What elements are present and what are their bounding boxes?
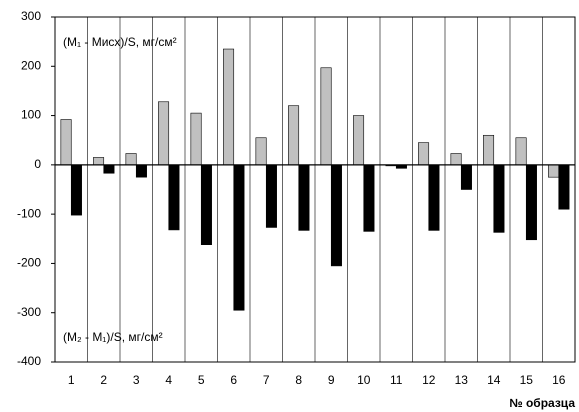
bar xyxy=(493,164,505,233)
bar xyxy=(460,164,472,190)
x-tick-label: 4 xyxy=(165,373,172,387)
bar xyxy=(450,153,462,166)
y-tick-label: -200 xyxy=(17,256,41,270)
y-tick-label: 200 xyxy=(21,58,41,72)
bar xyxy=(135,164,147,178)
x-tick-label: 14 xyxy=(487,373,501,387)
x-tick-label: 6 xyxy=(230,373,237,387)
bar xyxy=(125,153,137,166)
bar xyxy=(428,164,440,231)
bar xyxy=(288,105,300,166)
bar xyxy=(70,164,82,216)
bar xyxy=(353,115,365,166)
bar xyxy=(233,164,245,311)
bar xyxy=(548,164,560,178)
x-tick-label: 5 xyxy=(198,373,205,387)
bar xyxy=(93,157,105,166)
series-label: (M₂ - M₁)/S, мг/см² xyxy=(63,330,163,344)
bar xyxy=(103,164,115,174)
series-label: (M₁ - Mисх)/S, мг/см² xyxy=(63,35,177,49)
y-tick-label: -400 xyxy=(17,354,41,368)
y-tick-label: -300 xyxy=(17,305,41,319)
bar xyxy=(483,134,495,166)
bar xyxy=(320,67,332,166)
bar xyxy=(158,101,170,166)
bar xyxy=(190,112,202,166)
y-tick-label: 300 xyxy=(21,9,41,23)
x-tick-label: 16 xyxy=(552,373,566,387)
bar xyxy=(418,142,430,166)
x-tick-label: 13 xyxy=(455,373,469,387)
bar xyxy=(168,164,180,231)
x-tick-label: 11 xyxy=(390,373,403,387)
x-tick-label: 12 xyxy=(422,373,436,387)
bar xyxy=(558,164,570,210)
x-tick-label: 7 xyxy=(263,373,270,387)
x-tick-label: 10 xyxy=(357,373,371,387)
y-tick-label: 100 xyxy=(21,108,41,122)
plot-border xyxy=(54,16,576,363)
bar xyxy=(363,164,375,232)
bar xyxy=(298,164,310,231)
bar xyxy=(200,164,212,246)
bar xyxy=(265,164,277,228)
x-tick-label: 3 xyxy=(133,373,140,387)
x-axis-label: № образца xyxy=(509,396,575,410)
x-tick-label: 2 xyxy=(100,373,107,387)
x-tick-label: 9 xyxy=(328,373,335,387)
x-tick-label: 1 xyxy=(68,373,75,387)
bar xyxy=(330,164,342,267)
y-tick-label: -100 xyxy=(17,206,41,220)
bar xyxy=(60,119,72,166)
bar xyxy=(223,48,235,166)
x-tick-label: 15 xyxy=(520,373,534,387)
x-tick-label: 8 xyxy=(295,373,302,387)
y-tick-label: 0 xyxy=(34,157,41,171)
bar xyxy=(255,137,267,166)
bar xyxy=(515,137,527,166)
bar xyxy=(525,164,537,241)
